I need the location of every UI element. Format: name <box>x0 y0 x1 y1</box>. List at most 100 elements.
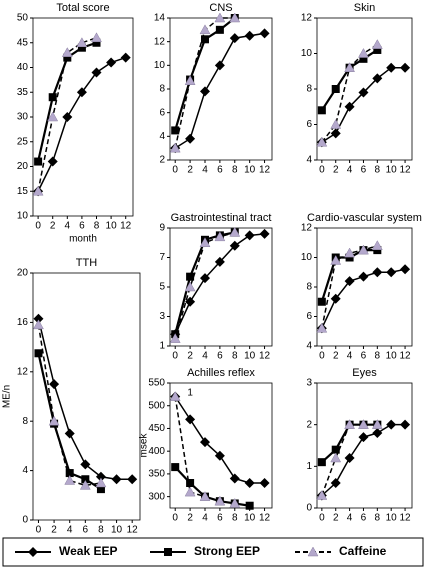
x-tick-label: 4 <box>347 351 353 362</box>
y-tick-label: 3 <box>306 378 312 389</box>
y-tick-label: 4 <box>22 465 28 476</box>
y-tick-label: 4 <box>306 341 312 352</box>
x-tick-label: 0 <box>172 351 178 362</box>
marker <box>386 267 397 278</box>
marker <box>214 450 225 461</box>
x-tick-label: 4 <box>202 513 208 524</box>
marker <box>33 313 44 324</box>
x-tick-label: 8 <box>232 513 238 524</box>
y-tick-label: 350 <box>148 469 165 480</box>
marker <box>34 157 43 166</box>
y-tick-label: 12 <box>17 366 29 377</box>
panel-title: Skin <box>354 2 375 14</box>
marker <box>49 379 60 390</box>
marker <box>64 428 75 439</box>
y-tick-label: 14 <box>154 13 166 24</box>
series-line <box>174 396 235 505</box>
marker <box>400 264 411 275</box>
marker <box>229 473 240 484</box>
marker <box>81 475 90 484</box>
marker <box>185 296 196 307</box>
x-tick-label: 0 <box>172 513 178 524</box>
x-tick-label: 8 <box>375 165 381 176</box>
marker <box>48 93 57 102</box>
marker <box>330 478 341 488</box>
marker <box>244 230 255 241</box>
y-tick-label: 10 <box>17 211 29 222</box>
y-tick-label: 45 <box>17 37 29 48</box>
y-tick-label: 550 <box>148 378 165 389</box>
x-tick-label: 8 <box>375 351 381 362</box>
x-tick-label: 10 <box>244 351 256 362</box>
x-tick-label: 6 <box>361 165 367 176</box>
marker <box>317 458 326 467</box>
x-tick-label: 12 <box>259 513 271 524</box>
marker <box>214 60 225 71</box>
series-line <box>37 37 97 192</box>
marker <box>344 247 356 258</box>
marker <box>358 47 369 58</box>
marker <box>214 256 225 267</box>
marker <box>214 231 226 242</box>
y-tick-label: 2 <box>306 419 312 430</box>
x-tick-label: 8 <box>232 165 238 176</box>
x-tick-label: 10 <box>386 351 398 362</box>
marker <box>92 38 101 47</box>
marker <box>372 267 383 278</box>
series-line <box>321 43 378 143</box>
marker <box>358 271 369 282</box>
x-tick-label: 2 <box>187 513 193 524</box>
y-tick-label: 40 <box>17 62 29 73</box>
marker <box>184 281 196 292</box>
marker <box>371 419 383 429</box>
marker <box>317 106 326 115</box>
y-axis-label: msek <box>139 433 150 458</box>
y-tick-label: 12 <box>154 36 166 47</box>
marker <box>344 101 355 112</box>
x-tick-label: 10 <box>386 513 398 524</box>
panel-title: TTH <box>76 257 97 269</box>
x-tick-label: 6 <box>79 221 85 232</box>
x-tick-label: 0 <box>319 165 325 176</box>
legend-marker <box>164 548 172 556</box>
y-tick-label: 500 <box>148 400 165 411</box>
y-tick-label: 450 <box>148 423 165 434</box>
y-tick-label: 0 <box>306 503 312 514</box>
panel-title: Gastrointestinal tract <box>171 212 272 224</box>
y-tick-label: 10 <box>301 252 313 263</box>
series-line <box>174 231 235 335</box>
marker <box>400 419 411 430</box>
x-tick-label: 12 <box>127 525 139 536</box>
marker <box>111 474 122 485</box>
marker <box>76 87 87 98</box>
y-tick-label: 8 <box>306 84 312 95</box>
marker <box>358 87 369 98</box>
marker <box>120 52 131 63</box>
marker <box>184 75 196 85</box>
y-tick-label: 4 <box>159 131 165 142</box>
panel-title: Cardio-vascular system <box>307 212 422 224</box>
marker <box>80 459 91 470</box>
marker <box>171 463 180 472</box>
x-tick-label: 12 <box>120 221 132 232</box>
marker <box>358 432 369 443</box>
y-tick-label: 0 <box>22 515 28 526</box>
marker <box>185 414 196 425</box>
legend-label: Strong EEP <box>194 544 260 558</box>
x-tick-label: 2 <box>333 513 339 524</box>
marker <box>344 62 356 72</box>
x-tick-label: 0 <box>319 351 325 362</box>
x-tick-label: 10 <box>111 525 123 536</box>
marker <box>229 240 240 251</box>
y-tick-label: 6 <box>306 119 312 130</box>
marker <box>63 53 72 62</box>
marker <box>64 474 76 485</box>
x-tick-label: 12 <box>400 351 412 362</box>
x-tick-label: 12 <box>400 513 412 524</box>
marker <box>386 62 397 73</box>
series-line <box>320 49 378 111</box>
marker <box>65 469 74 478</box>
x-tick-label: 2 <box>187 165 193 176</box>
y-tick-label: 3 <box>159 311 165 322</box>
panel-title: Total score <box>56 2 109 14</box>
